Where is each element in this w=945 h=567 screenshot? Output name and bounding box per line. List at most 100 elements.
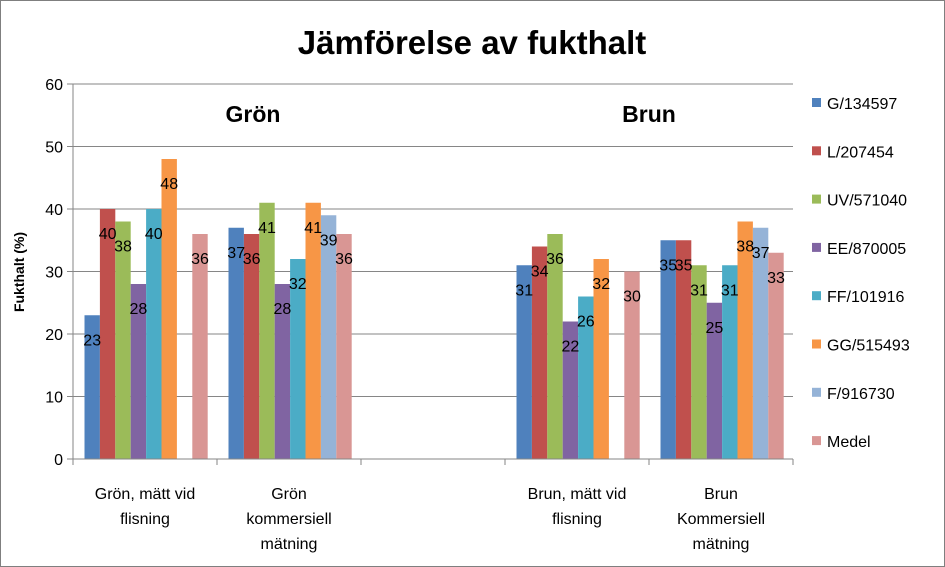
legend-item: FF/101916 [812, 289, 904, 306]
axes [72, 84, 794, 465]
bar [161, 159, 177, 459]
legend-swatch [812, 242, 821, 252]
data-label: 28 [274, 301, 292, 318]
y-axis-label: Fukthalt (%) [11, 232, 27, 312]
data-label: 25 [706, 320, 724, 337]
data-label: 26 [577, 314, 595, 331]
bar [624, 271, 640, 459]
bar [578, 296, 594, 459]
legend-label: GG/515493 [827, 338, 910, 355]
legend: G/134597 L/207454 UV/571040 EE/870005 FF/101… [812, 96, 910, 451]
y-tick-label: 50 [45, 140, 63, 157]
legend-swatch [812, 146, 821, 156]
data-label: 31 [721, 282, 739, 299]
bar [99, 209, 116, 459]
bar [274, 284, 291, 459]
y-tick-label: 20 [45, 327, 63, 344]
data-label: 31 [690, 282, 708, 299]
category-label: Brun, mätt vid flisning [528, 486, 627, 528]
bar [593, 259, 609, 459]
data-label: 37 [752, 245, 770, 262]
legend-label: UV/571040 [827, 193, 907, 210]
data-label: 36 [243, 251, 261, 268]
bar [675, 240, 692, 459]
data-label: 30 [623, 289, 641, 306]
y-tick-label: 40 [45, 202, 63, 219]
legend-swatch [812, 387, 821, 397]
chart-title: Jämförelse av fukthalt [298, 24, 646, 61]
bar [228, 227, 244, 459]
legend-swatch [812, 194, 821, 204]
bar [320, 215, 337, 459]
bar [752, 227, 769, 459]
group-annotation: Brun [622, 101, 676, 127]
data-label: 41 [304, 220, 322, 237]
data-label: 37 [227, 245, 245, 262]
data-label: 36 [335, 251, 353, 268]
bar [130, 284, 147, 459]
bar [192, 234, 208, 459]
data-label: 31 [515, 282, 533, 299]
legend-item: L/207454 [812, 144, 894, 161]
group-annotation: Grön [226, 101, 281, 127]
data-label: 32 [592, 276, 610, 293]
bar [547, 234, 563, 459]
bar [146, 209, 162, 459]
data-label: 35 [675, 257, 693, 274]
data-label: 35 [659, 257, 677, 274]
legend-label: G/134597 [827, 96, 897, 113]
legend-item: UV/571040 [812, 193, 907, 210]
bar [691, 265, 707, 459]
bar [305, 202, 321, 459]
bar [737, 221, 753, 459]
legend-item: G/134597 [812, 96, 897, 113]
data-label: 36 [191, 251, 209, 268]
data-label: 39 [320, 232, 338, 249]
y-axis-ticks: 0 10 20 30 40 50 60 [45, 77, 73, 469]
data-label: 41 [258, 220, 276, 237]
bar [115, 221, 131, 459]
bar [706, 302, 723, 459]
data-label: 38 [736, 239, 754, 256]
bar [660, 240, 676, 459]
bar [336, 234, 352, 459]
y-tick-label: 60 [45, 77, 63, 94]
bars [84, 159, 784, 459]
data-label: 28 [130, 301, 148, 318]
y-tick-label: 30 [45, 265, 63, 282]
data-label: 40 [145, 226, 163, 243]
data-label: 23 [83, 332, 101, 349]
y-tick-label: 0 [54, 452, 63, 469]
data-label: 48 [160, 176, 178, 193]
category-label: Brun Kommersiell mätning [677, 486, 765, 553]
legend-item: Medel [812, 434, 871, 451]
legend-item: GG/515493 [812, 338, 910, 355]
data-label: 32 [289, 276, 307, 293]
category-label: Grön kommersiell mätning [246, 486, 331, 553]
legend-item: EE/870005 [812, 241, 906, 258]
bar [516, 265, 532, 459]
bar [243, 234, 260, 459]
category-labels: Grön, mätt vid flisning Grön kommersiell mät… [95, 486, 765, 553]
data-label: 40 [99, 226, 117, 243]
bar [562, 321, 579, 459]
category-label: Grön, mätt vid flisning [95, 486, 195, 528]
legend-swatch [812, 291, 821, 301]
bar [84, 315, 100, 459]
legend-swatch [812, 339, 821, 349]
data-label: 33 [767, 270, 785, 287]
legend-swatch [812, 98, 821, 107]
legend-item: F/916730 [812, 386, 895, 403]
group-annotations: Grön Brun [226, 101, 676, 127]
bar [259, 202, 275, 459]
legend-label: FF/101916 [827, 289, 904, 306]
data-label: 36 [546, 251, 564, 268]
legend-label: F/916730 [827, 386, 895, 403]
bar [290, 259, 306, 459]
legend-label: EE/870005 [827, 241, 906, 258]
bar [722, 265, 738, 459]
bar [531, 246, 548, 459]
